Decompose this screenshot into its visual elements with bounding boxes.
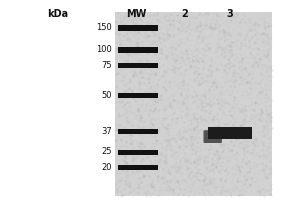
Bar bbox=[118, 129, 158, 134]
Text: 37: 37 bbox=[101, 127, 112, 136]
Text: 75: 75 bbox=[101, 62, 112, 71]
Text: MW: MW bbox=[126, 9, 146, 19]
Text: 20: 20 bbox=[101, 162, 112, 171]
Bar bbox=[118, 47, 158, 52]
Text: 25: 25 bbox=[101, 148, 112, 156]
Text: 2: 2 bbox=[182, 9, 188, 19]
Text: kDa: kDa bbox=[47, 9, 69, 19]
Text: 150: 150 bbox=[96, 23, 112, 32]
Text: 100: 100 bbox=[96, 46, 112, 54]
Bar bbox=[115, 12, 272, 196]
Bar bbox=[118, 93, 158, 98]
Text: 3: 3 bbox=[226, 9, 233, 19]
Bar bbox=[118, 25, 158, 30]
Bar bbox=[118, 164, 158, 170]
Bar bbox=[118, 63, 158, 68]
Text: 50: 50 bbox=[101, 92, 112, 100]
FancyBboxPatch shape bbox=[203, 130, 222, 143]
Bar bbox=[208, 127, 252, 139]
Bar bbox=[118, 150, 158, 154]
